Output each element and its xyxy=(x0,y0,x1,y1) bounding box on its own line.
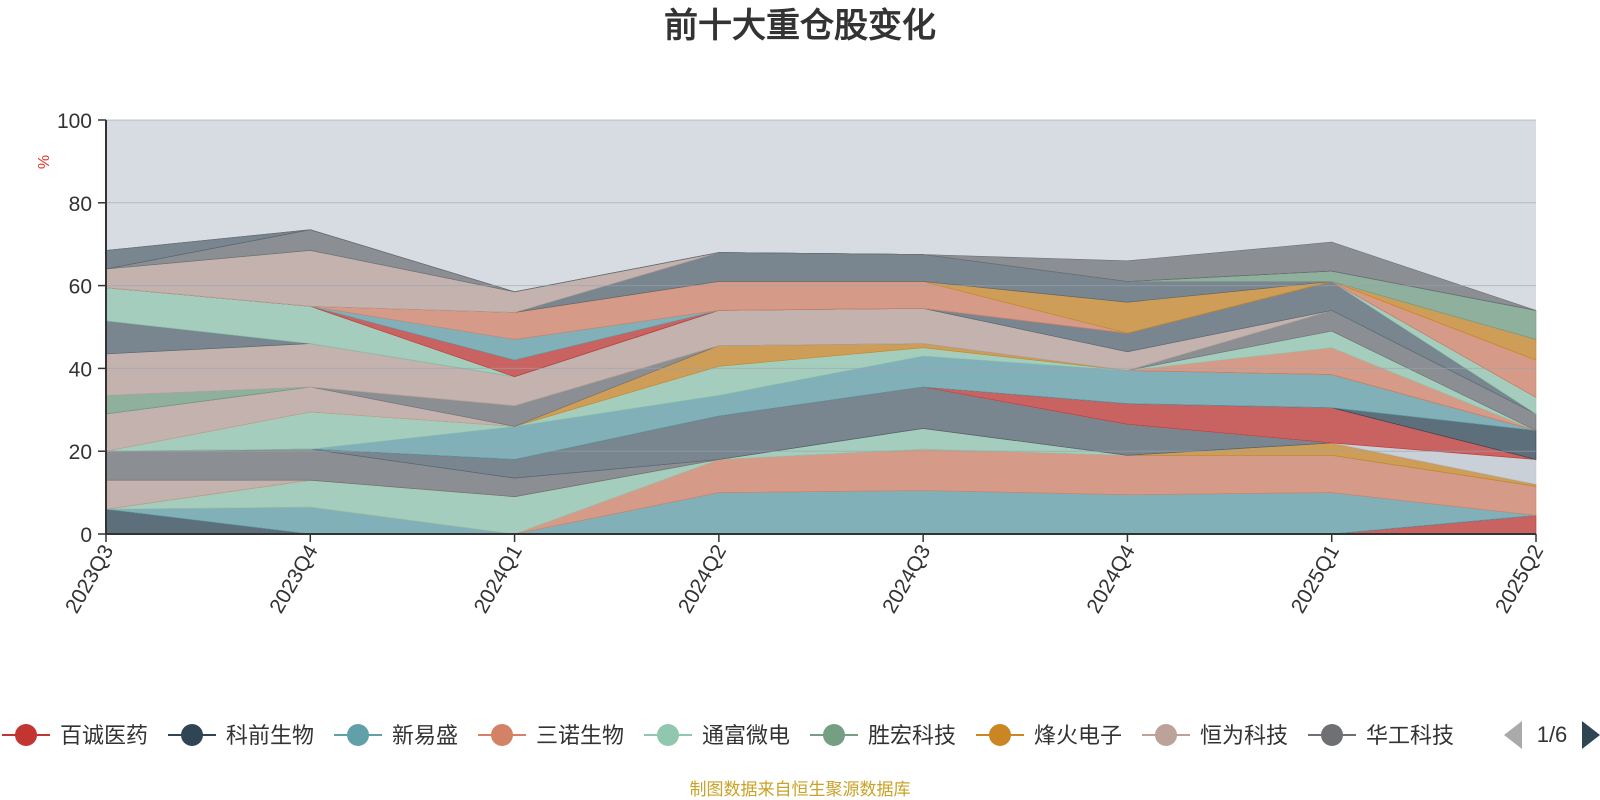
x-tick-label-2024Q4: 2024Q4 xyxy=(1082,541,1139,617)
legend-circle-icon xyxy=(657,724,679,746)
legend-pager: 1/6 xyxy=(1504,721,1600,749)
x-tick-label-2023Q4: 2023Q4 xyxy=(265,541,322,617)
legend-item-2[interactable]: 科前生物 xyxy=(168,723,314,748)
y-tick-label-40: 40 xyxy=(69,358,92,381)
triangle-left-icon[interactable] xyxy=(1504,721,1522,749)
triangle-right-icon[interactable] xyxy=(1582,721,1600,749)
chart-title: 前十大重仓股变化 xyxy=(664,7,936,45)
legend-label: 通富微电 xyxy=(702,723,790,748)
legend-item-9[interactable]: 华工科技 xyxy=(1308,723,1454,748)
legend-circle-icon xyxy=(15,724,37,746)
legend-page-indicator: 1/6 xyxy=(1537,722,1568,747)
source-note: 制图数据来自恒生聚源数据库 xyxy=(690,780,911,799)
area-series-group xyxy=(105,229,1537,535)
legend-label: 百诚医药 xyxy=(60,723,148,748)
y-tick-label-20: 20 xyxy=(69,441,92,464)
legend-label: 烽火电子 xyxy=(1034,723,1122,748)
legend-label: 新易盛 xyxy=(392,723,458,748)
legend-circle-icon xyxy=(181,724,203,746)
legend-circle-icon xyxy=(989,724,1011,746)
legend-item-5[interactable]: 通富微电 xyxy=(644,723,790,748)
legend-circle-icon xyxy=(491,724,513,746)
x-tick-label-2024Q1: 2024Q1 xyxy=(470,541,527,617)
legend-circle-icon xyxy=(347,724,369,746)
legend-item-4[interactable]: 三诺生物 xyxy=(478,723,624,748)
y-tick-label-80: 80 xyxy=(69,193,92,216)
legend-label: 恒为科技 xyxy=(1200,723,1288,748)
y-tick-label-60: 60 xyxy=(69,276,92,299)
legend-label: 三诺生物 xyxy=(536,723,624,748)
x-tick-label-2023Q3: 2023Q3 xyxy=(61,541,118,617)
y-tick-label-100: 100 xyxy=(57,110,92,133)
x-tick-label-2025Q2: 2025Q2 xyxy=(1491,541,1548,617)
legend-circle-icon xyxy=(1155,724,1177,746)
legend-item-1[interactable]: 百诚医药 xyxy=(2,723,148,748)
area-series-35[interactable] xyxy=(105,229,1537,311)
x-tick-label-2024Q3: 2024Q3 xyxy=(878,541,935,617)
legend-label: 胜宏科技 xyxy=(868,723,956,748)
legend-item-3[interactable]: 新易盛 xyxy=(334,723,458,748)
x-tick-label-2024Q2: 2024Q2 xyxy=(674,541,731,617)
legend-label: 华工科技 xyxy=(1366,723,1454,748)
legend-item-6[interactable]: 胜宏科技 xyxy=(810,723,956,748)
legend-circle-icon xyxy=(1321,724,1343,746)
legend-item-7[interactable]: 烽火电子 xyxy=(976,723,1122,748)
gridlines xyxy=(106,119,1536,452)
legend: 百诚医药 科前生物 新易盛 三诺生物 通富微电 胜宏科技 烽火电子 恒为科技 华工科技 xyxy=(2,723,1454,748)
x-tick-label-2025Q1: 2025Q1 xyxy=(1287,541,1344,617)
legend-circle-icon xyxy=(823,724,845,746)
legend-label: 科前生物 xyxy=(226,723,314,748)
y-tick-label-0: 0 xyxy=(80,524,92,547)
y-axis-unit: % xyxy=(36,155,53,169)
legend-item-8[interactable]: 恒为科技 xyxy=(1142,723,1288,748)
